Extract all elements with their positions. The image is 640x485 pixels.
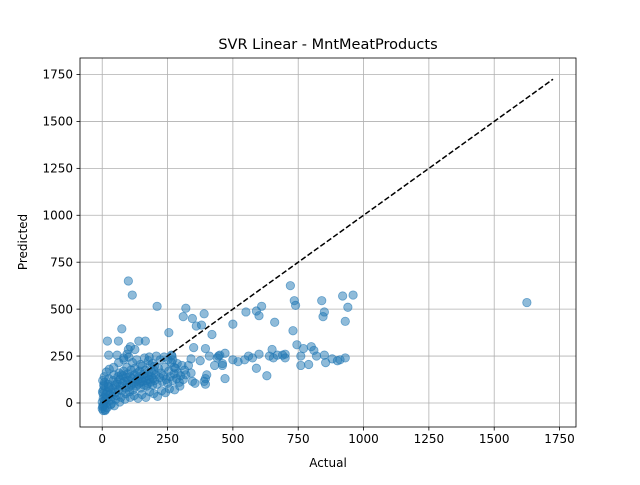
data-point (199, 309, 209, 319)
data-point (319, 350, 329, 360)
grid-lines (80, 58, 576, 427)
data-point (175, 381, 185, 391)
plot-frame (79, 57, 577, 428)
data-point (254, 311, 264, 321)
data-point (169, 362, 179, 372)
data-point (340, 353, 350, 363)
data-point (111, 379, 121, 389)
data-point (241, 307, 251, 317)
data-point (204, 351, 214, 361)
data-point (298, 343, 309, 354)
x-tick-label: 1000 (348, 432, 379, 446)
y-tick-label: 1750 (42, 68, 73, 82)
axis-ticks: 0 250 500 750 1000 1250 1500 1750 0 250 500 750 1000… (42, 68, 574, 446)
data-point (195, 356, 205, 366)
data-point (343, 302, 353, 312)
data-point (178, 312, 188, 322)
data-point (288, 326, 298, 336)
data-point (280, 353, 290, 363)
data-point (522, 297, 532, 308)
data-point (117, 324, 127, 334)
x-tick-label: 500 (221, 432, 244, 446)
x-tick-label: 0 (98, 432, 106, 446)
data-point (296, 360, 306, 371)
x-tick-label: 750 (287, 432, 310, 446)
x-tick-label: 1250 (414, 432, 445, 446)
data-point (200, 343, 211, 354)
data-point (189, 343, 199, 353)
data-point (251, 363, 261, 373)
data-point (164, 327, 174, 338)
data-point (152, 301, 162, 311)
data-point (104, 350, 114, 360)
data-point (186, 368, 196, 378)
data-point (140, 336, 150, 346)
data-point (130, 344, 140, 355)
y-tick-label: 500 (50, 302, 73, 316)
data-point (311, 351, 322, 361)
data-point (127, 290, 137, 300)
data-point (338, 291, 348, 301)
data-points (97, 276, 532, 416)
data-point (196, 320, 207, 330)
data-point (304, 359, 314, 370)
data-point (340, 316, 350, 326)
data-point (113, 336, 124, 346)
data-point (217, 360, 228, 371)
data-point (168, 355, 178, 365)
x-axis-label: Actual (309, 456, 347, 470)
data-point (285, 281, 295, 291)
chart-title: SVR Linear - MntMeatProducts (218, 37, 437, 53)
data-point (317, 296, 327, 306)
y-tick-label: 0 (65, 396, 73, 410)
data-point (290, 300, 301, 310)
data-point (348, 290, 358, 300)
x-tick-label: 1750 (544, 432, 575, 446)
y-tick-label: 250 (50, 349, 73, 363)
data-point (199, 376, 209, 386)
x-tick-label: 1500 (479, 432, 510, 446)
data-point (213, 351, 224, 361)
data-point (220, 373, 230, 384)
data-point (102, 336, 113, 346)
data-point (207, 329, 217, 340)
data-point (270, 317, 280, 327)
reference-line (101, 78, 554, 404)
data-point (181, 303, 191, 313)
x-tick-label: 250 (156, 432, 179, 446)
data-point (187, 313, 197, 324)
data-point (144, 352, 154, 362)
y-axis-label: Predicted (16, 214, 30, 270)
data-point (116, 370, 127, 380)
y-tick-label: 750 (50, 255, 73, 269)
y-tick-label: 1000 (42, 208, 73, 222)
data-point (123, 276, 133, 286)
data-point (319, 307, 329, 317)
y-tick-label: 1250 (42, 162, 73, 176)
y-tick-label: 1500 (42, 115, 73, 129)
data-point (262, 371, 272, 381)
data-point (254, 349, 264, 359)
data-point (257, 301, 267, 311)
data-point (228, 319, 238, 329)
data-point (190, 378, 200, 388)
